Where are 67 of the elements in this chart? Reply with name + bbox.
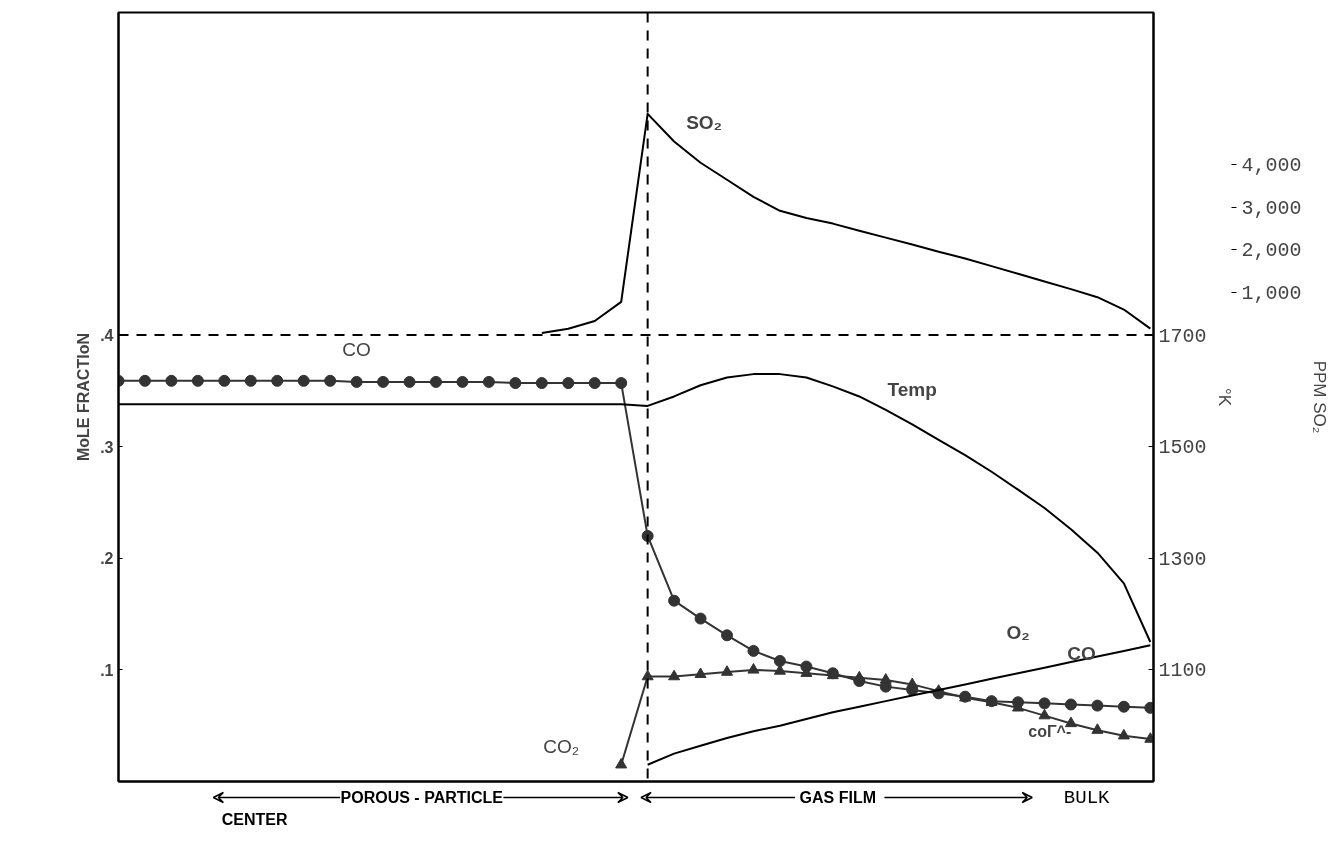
point <box>324 374 337 387</box>
point <box>377 375 390 388</box>
series-label: SO₂ <box>686 112 723 134</box>
point <box>244 374 257 387</box>
point <box>218 374 231 387</box>
point <box>1038 708 1051 720</box>
text: POROUS - PARTICLE <box>340 789 504 806</box>
y2-tick-label: 1100 <box>1158 659 1207 683</box>
point <box>721 629 734 642</box>
point <box>853 670 866 682</box>
point <box>641 529 654 542</box>
point <box>906 677 919 689</box>
point <box>615 757 628 769</box>
y2-axis-title: °K <box>1214 387 1234 407</box>
point <box>1038 697 1051 710</box>
point <box>1064 698 1077 711</box>
y3-tick-label: 1,000 <box>1241 282 1302 306</box>
point <box>482 375 495 388</box>
y-tick-label: .4 <box>100 327 114 345</box>
point <box>350 375 363 388</box>
y2-tick-label: 1500 <box>1158 436 1207 460</box>
point <box>694 612 707 625</box>
y-tick-label: .1 <box>100 661 114 679</box>
point <box>879 673 892 684</box>
text: CENTER <box>221 811 288 828</box>
point <box>191 374 204 387</box>
point <box>668 594 681 607</box>
y-tick-label: .2 <box>100 550 114 568</box>
point <box>297 374 310 387</box>
point <box>165 374 178 387</box>
series-label: CO <box>342 338 371 360</box>
text: CO₂ <box>543 735 580 757</box>
point <box>1091 723 1104 734</box>
point <box>588 377 601 390</box>
annotation: coΓ^- <box>1028 722 1072 740</box>
point <box>271 374 284 387</box>
annotation: CO <box>1067 642 1096 664</box>
point <box>668 669 681 681</box>
y2-tick-label: 1300 <box>1158 547 1207 571</box>
point <box>562 377 575 390</box>
point <box>403 375 416 388</box>
y3-tick-label: 3,000 <box>1241 196 1302 220</box>
point <box>747 644 760 657</box>
y3-tick-label: 2,000 <box>1241 239 1302 263</box>
point <box>773 654 786 667</box>
y3-tick-label: 4,000 <box>1241 154 1302 178</box>
point <box>641 669 654 681</box>
y3-axis-title: PPM SO₂ <box>1309 360 1329 434</box>
y-tick-label: .3 <box>100 438 114 456</box>
series-label: O₂ <box>1006 622 1030 644</box>
point <box>747 663 760 674</box>
point <box>694 667 707 679</box>
point <box>509 377 522 390</box>
text: BULK <box>1063 786 1111 809</box>
point <box>1117 728 1130 740</box>
point <box>615 377 628 390</box>
point <box>1091 699 1104 712</box>
point <box>535 377 548 390</box>
text: GAS FILM <box>799 789 877 806</box>
point <box>721 665 734 676</box>
point <box>429 375 442 388</box>
series-label: Temp <box>887 379 937 401</box>
y2-tick-label: 1700 <box>1158 324 1207 348</box>
point <box>138 374 151 387</box>
y-axis-title: MoLE FRACTIoN <box>75 333 93 461</box>
point <box>1117 700 1130 713</box>
point <box>456 375 469 388</box>
